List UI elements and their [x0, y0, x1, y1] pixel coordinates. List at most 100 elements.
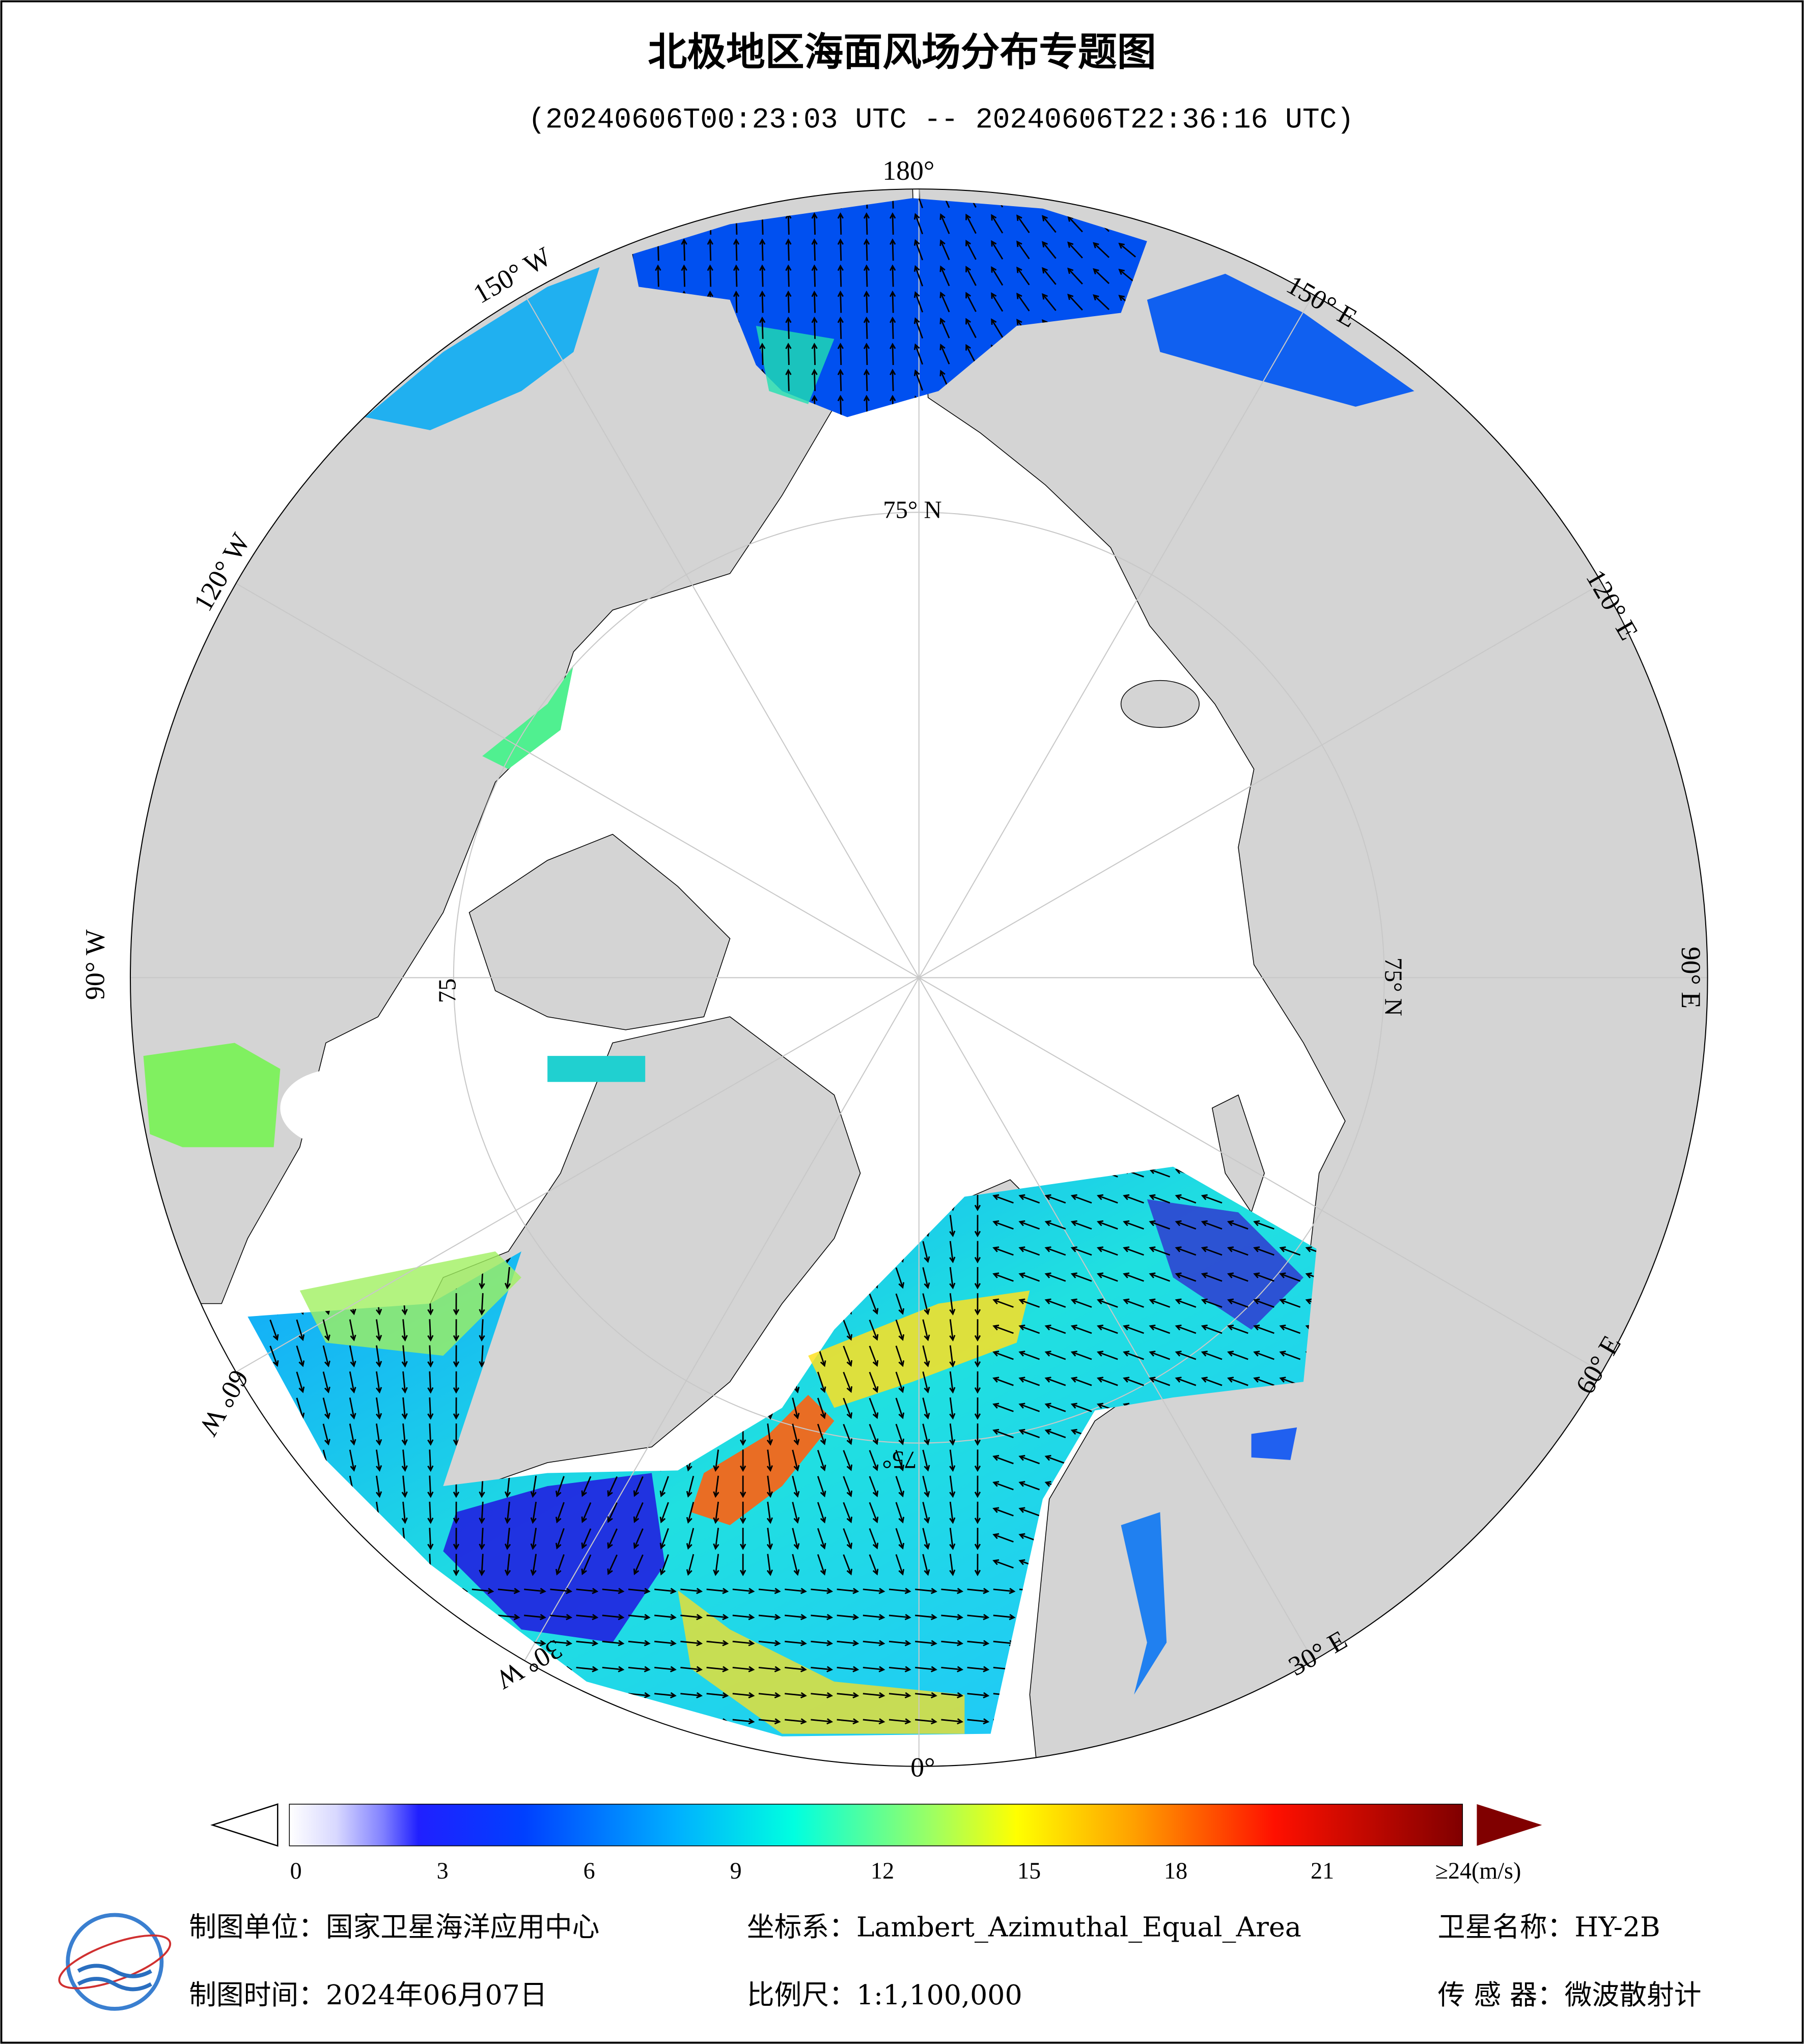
meridian	[218, 573, 920, 978]
wind-arrow	[811, 369, 818, 391]
wind-arrow	[733, 264, 740, 287]
map-area	[130, 189, 1708, 1767]
wind-arrow	[965, 344, 977, 365]
wind-arrow	[1149, 1377, 1171, 1386]
wind-arrow	[1044, 1351, 1066, 1360]
wind-arrow	[1042, 215, 1057, 233]
wind-arrow	[427, 1371, 434, 1394]
wind-arrow	[1018, 1324, 1040, 1334]
wind-arrow	[913, 369, 924, 391]
wind-arrow	[965, 266, 977, 286]
wind-arrow	[530, 1528, 537, 1550]
wind-arrow	[581, 1476, 592, 1497]
wind-arrow	[453, 1345, 460, 1368]
wind-arrow	[349, 1423, 356, 1446]
wind-arrow	[1018, 1454, 1040, 1465]
wind-arrow	[686, 1554, 695, 1576]
wind-arrow	[941, 1692, 964, 1699]
wind-arrow	[992, 1220, 1014, 1230]
wind-arrow	[766, 1423, 773, 1446]
wind-arrow	[922, 1502, 930, 1524]
wind-arrow	[1175, 1194, 1197, 1204]
wind-arrow	[349, 1345, 356, 1367]
wind-arrow	[654, 1640, 677, 1646]
wind-arrow	[863, 264, 870, 287]
wind-arrow	[505, 1501, 511, 1524]
wind-arrow	[550, 1614, 573, 1620]
wind-arrow	[991, 266, 1004, 286]
wind-arrow	[939, 344, 950, 365]
wind-arrow	[1044, 1429, 1066, 1438]
wind-arrow	[766, 1501, 773, 1524]
wind-arrow	[1067, 241, 1083, 259]
wind-arrow	[974, 1345, 981, 1368]
wind-arrow	[895, 1554, 905, 1576]
subtitle: (20240606T00:23:03 UTC -- 20240606T22:36…	[528, 103, 1354, 136]
logo-ring	[66, 1913, 164, 2011]
wind-arrow	[869, 1293, 879, 1315]
wind-arrow	[922, 1554, 930, 1576]
wind-arrow	[913, 343, 924, 365]
wind-arrow	[991, 214, 1004, 234]
wind-arrow	[1123, 1324, 1144, 1334]
wind-arrow	[949, 1215, 956, 1238]
wind-arrow	[1201, 1194, 1223, 1204]
wind-arrow	[1201, 1377, 1223, 1386]
wind-arrow	[915, 1692, 937, 1699]
wind-arrow	[967, 1718, 990, 1725]
wind-arrow	[889, 1614, 911, 1620]
wind-arrow	[655, 264, 661, 287]
wind-arrow	[633, 1554, 644, 1576]
wind-arrow	[376, 1397, 382, 1420]
wind-arrow	[1018, 1429, 1040, 1438]
wind-swath	[1121, 1512, 1167, 1695]
wind-arrow	[1096, 1377, 1118, 1386]
wind-arrow	[913, 213, 924, 235]
wind-arrow	[922, 1345, 930, 1367]
wind-arrow	[453, 1501, 460, 1524]
wind-arrow	[992, 1324, 1014, 1334]
meridian	[919, 977, 1619, 1383]
wind-arrow	[811, 1614, 834, 1620]
wind-arrow	[707, 238, 713, 261]
wind-arrow	[974, 1293, 981, 1316]
wind-arrow	[1093, 294, 1110, 311]
wind-arrow	[869, 1424, 879, 1445]
wind-arrow	[967, 1692, 990, 1699]
wind-arrow	[680, 1692, 703, 1699]
wind-arrow	[863, 212, 870, 235]
wind-arrow	[863, 1640, 885, 1646]
wind-arrow	[1096, 1272, 1118, 1282]
wind-arrow	[785, 264, 792, 287]
wind-arrow	[811, 212, 818, 235]
wind-arrow	[659, 1554, 669, 1576]
wind-arrow	[628, 1614, 651, 1620]
wind-arrow	[453, 1293, 460, 1316]
wind-arrow	[785, 290, 792, 313]
wind-arrow	[949, 1423, 956, 1446]
wind-arrow	[376, 1449, 382, 1472]
wind-arrow	[759, 343, 766, 365]
longitude-label: 180°	[882, 155, 934, 186]
wind-arrow	[817, 1397, 826, 1419]
wind-arrow	[992, 1272, 1014, 1282]
wind-arrow	[974, 1423, 981, 1446]
colorbar-tick-label: 6	[584, 1858, 595, 1884]
wind-arrow	[269, 1320, 279, 1341]
wind-arrow	[941, 1614, 964, 1620]
wind-arrow	[607, 1554, 618, 1575]
wind-arrow	[524, 1588, 546, 1594]
wind-arrow	[1227, 1220, 1248, 1230]
wind-arrow	[479, 1527, 485, 1550]
longitude-label: 90° E	[1676, 947, 1706, 1009]
wind-arrow	[913, 239, 924, 261]
wind-arrow	[837, 316, 844, 339]
wind-arrow	[1016, 214, 1030, 233]
wind-arrow	[1044, 1324, 1066, 1334]
wind-arrow	[895, 1319, 905, 1341]
wind-arrow	[497, 1614, 520, 1620]
wind-arrow	[895, 1397, 905, 1419]
wind-arrow	[843, 1502, 853, 1524]
wind-arrow	[1067, 293, 1083, 311]
wind-arrow	[1123, 1377, 1144, 1386]
